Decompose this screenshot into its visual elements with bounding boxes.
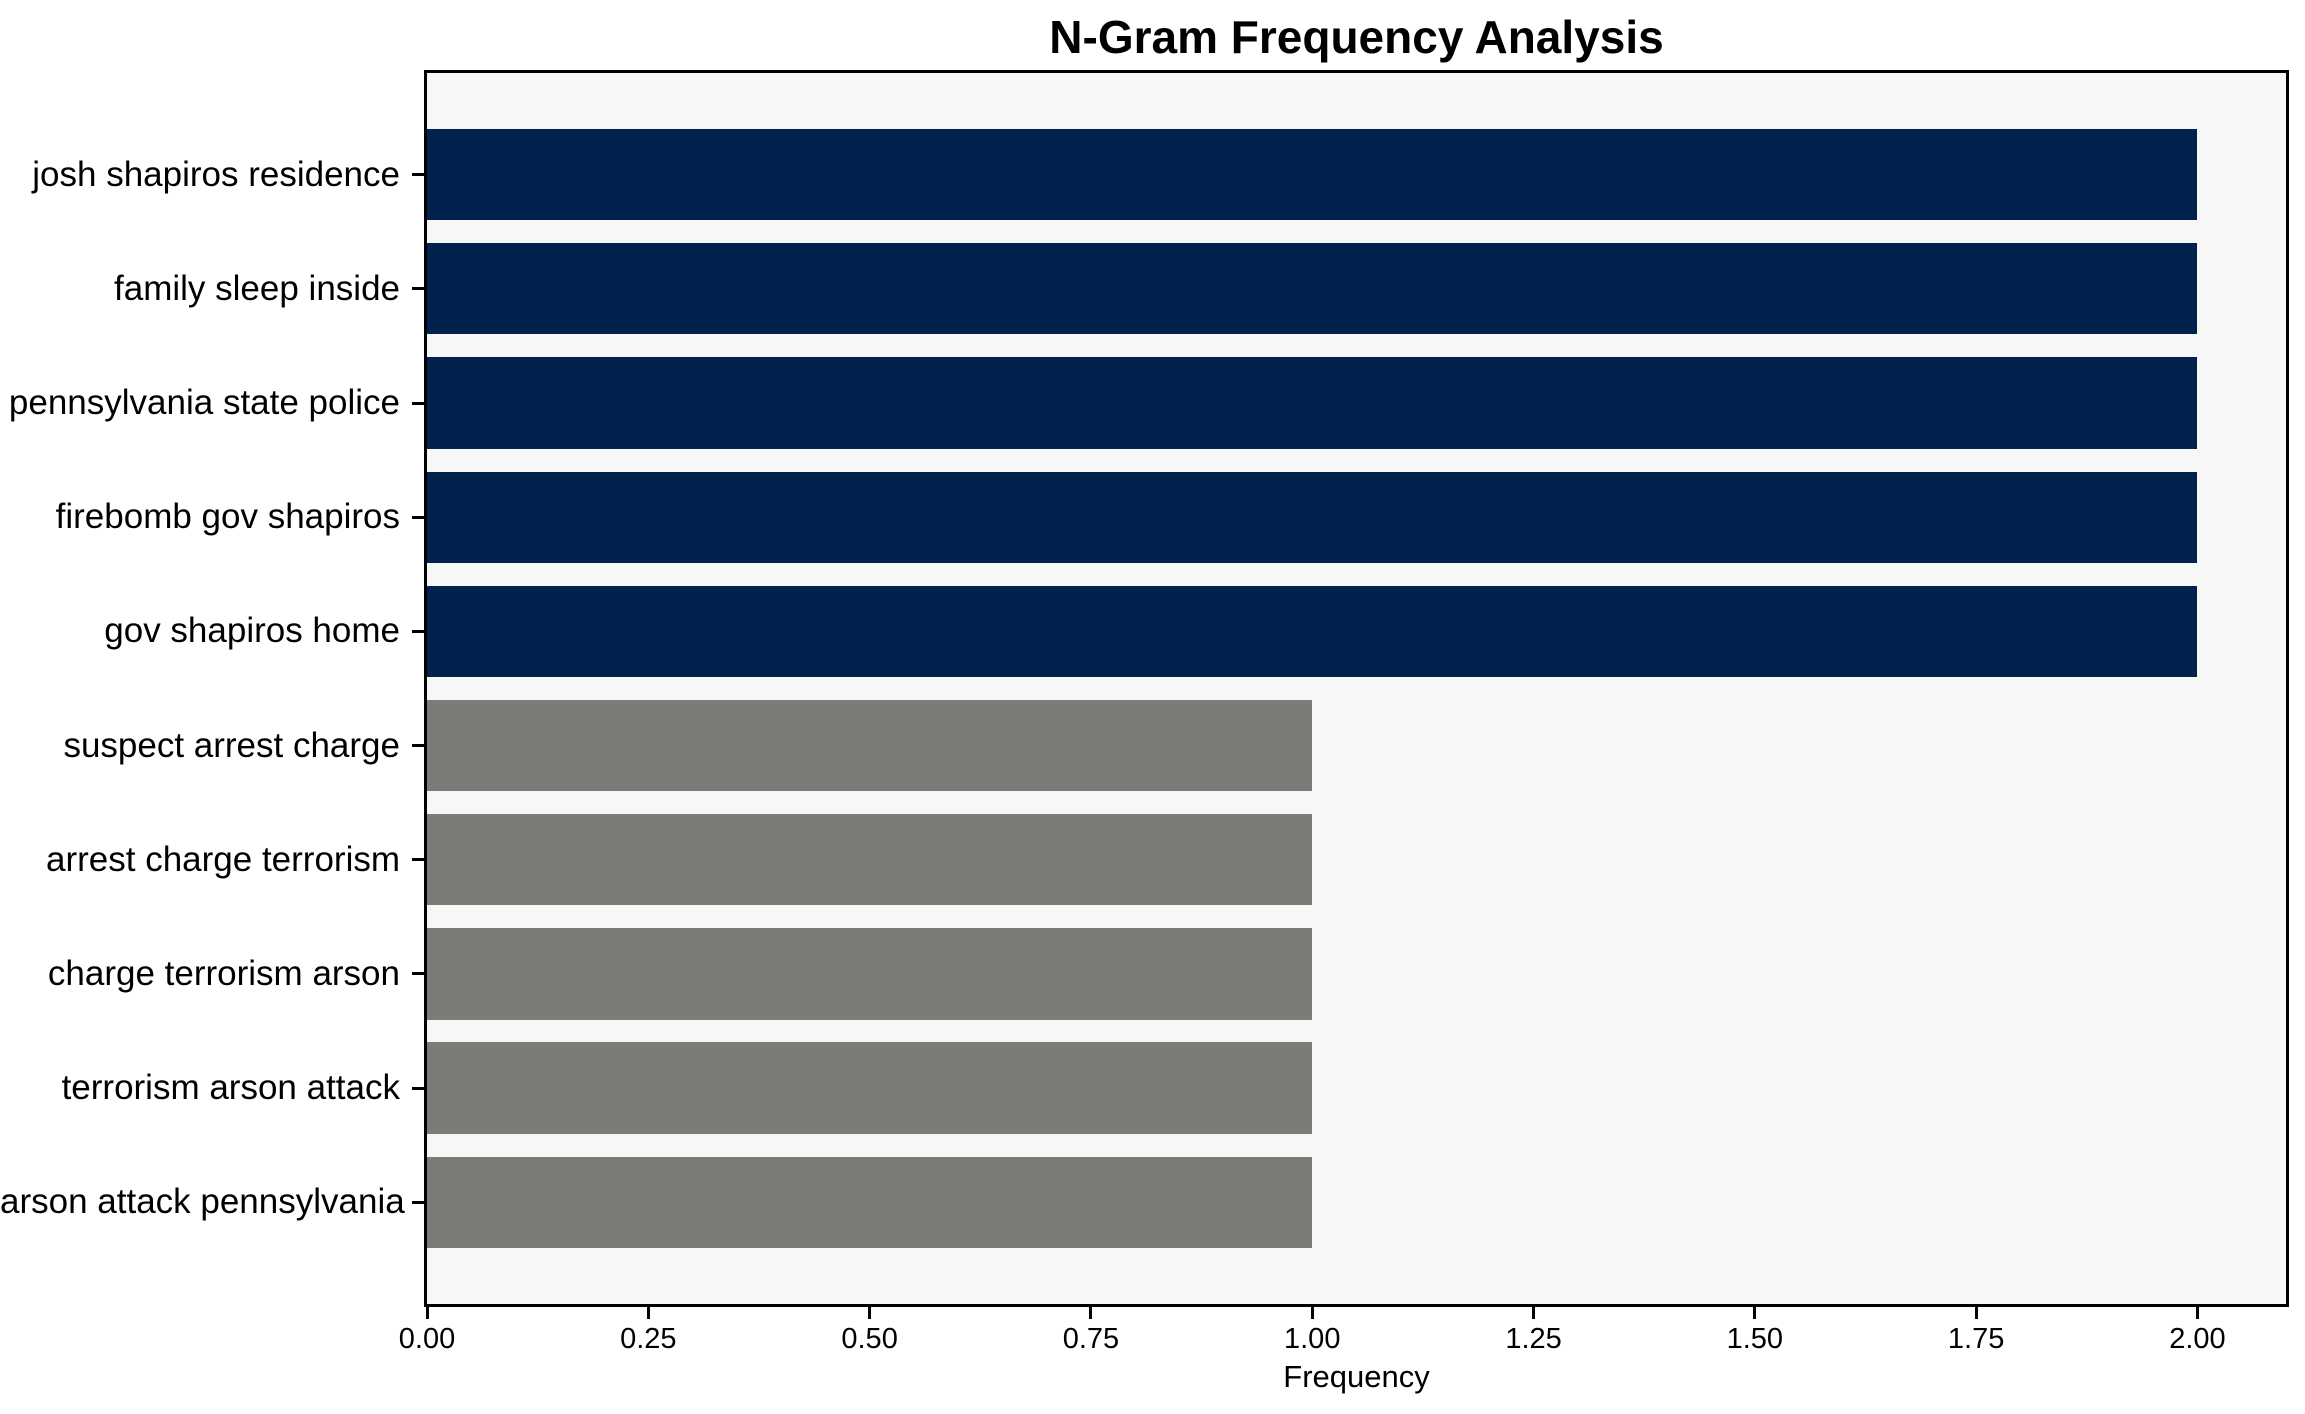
bar [427, 585, 2198, 678]
y-tick-label: terrorism arson attack [61, 1068, 400, 1108]
x-tick-label: 1.75 [1947, 1323, 2005, 1355]
x-tick-label: 0.00 [398, 1323, 456, 1355]
bar [427, 243, 2198, 335]
x-tick-label: 0.75 [1062, 1323, 1120, 1355]
y-tick-label: suspect arrest charge [63, 725, 400, 765]
x-tick-label: 1.50 [1726, 1323, 1784, 1355]
y-tick-label: pennsylvania state police [8, 383, 400, 423]
bar [427, 814, 1313, 906]
x-axis-title: Frequency [1283, 1359, 1430, 1394]
y-tick-label: charge terrorism arson [47, 953, 400, 993]
y-tick-mark [412, 972, 424, 976]
x-tick-mark [868, 1307, 872, 1319]
x-tick-mark [2195, 1307, 2199, 1319]
x-tick-label: 1.00 [1284, 1323, 1341, 1355]
bar [427, 699, 1313, 792]
y-tick-mark [412, 1200, 424, 1204]
y-tick-mark [412, 1086, 424, 1090]
y-tick-mark [412, 858, 424, 862]
x-tick-label: 0.50 [841, 1323, 898, 1355]
y-tick-mark [412, 173, 424, 177]
y-tick-mark [412, 629, 424, 633]
y-tick-mark [412, 744, 424, 748]
x-tick-mark [1089, 1307, 1093, 1319]
y-tick-mark [412, 401, 424, 405]
y-tick-mark [412, 287, 424, 291]
x-tick-label: 2.00 [2169, 1323, 2226, 1355]
x-tick-label: 0.25 [620, 1323, 677, 1355]
x-tick-mark [1974, 1307, 1978, 1319]
x-tick-mark [1310, 1307, 1314, 1319]
y-tick-label: arson attack pennsylvania [0, 1182, 405, 1222]
y-tick-label: firebomb gov shapiros [55, 497, 400, 537]
bar [427, 471, 2198, 563]
y-tick-label: arrest charge terrorism [46, 839, 400, 879]
y-tick-label: family sleep inside [114, 268, 400, 308]
x-tick-mark [1753, 1307, 1757, 1319]
x-tick-mark [425, 1307, 429, 1319]
bar [427, 357, 2198, 449]
y-tick-label: gov shapiros home [104, 611, 400, 651]
y-tick-mark [412, 515, 424, 519]
bar [427, 1042, 1313, 1134]
bar [427, 128, 2198, 221]
bar [427, 1156, 1313, 1249]
x-tick-mark [1532, 1307, 1536, 1319]
bar [427, 928, 1313, 1020]
x-tick-label: 1.25 [1505, 1323, 1562, 1355]
y-tick-label: josh shapiros residence [32, 154, 400, 194]
chart-title: N-Gram Frequency Analysis [1049, 11, 1664, 63]
x-tick-mark [646, 1307, 650, 1319]
